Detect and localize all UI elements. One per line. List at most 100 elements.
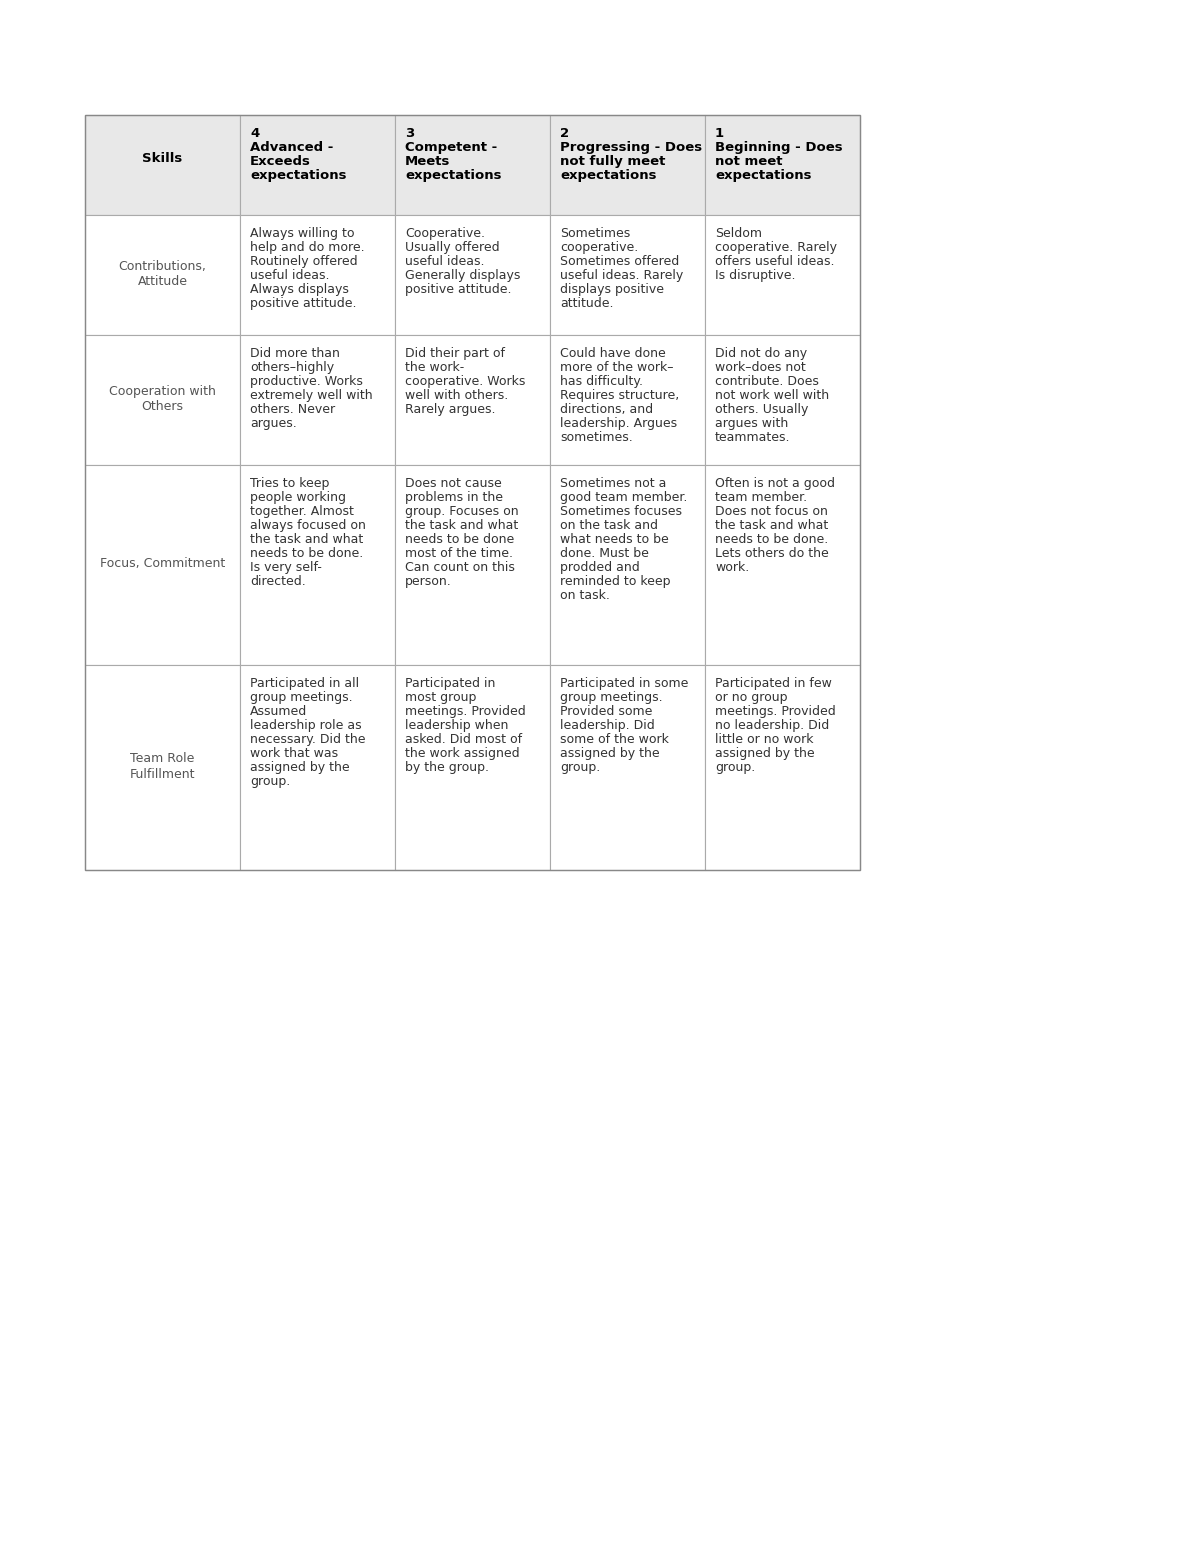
Text: Generally displays: Generally displays [406,269,521,283]
Text: Meets: Meets [406,155,450,168]
Text: directed.: directed. [250,575,306,589]
Text: Is very self-: Is very self- [250,561,322,575]
Text: Usually offered: Usually offered [406,241,499,255]
Text: Provided some: Provided some [560,705,653,717]
Text: directions, and: directions, and [560,402,653,416]
Text: Could have done: Could have done [560,346,666,360]
Bar [240,665,395,870]
Text: useful ideas. Rarely: useful ideas. Rarely [560,269,683,283]
Text: well with others.: well with others. [406,388,509,402]
Text: Is disruptive.: Is disruptive. [715,269,796,283]
Text: group.: group. [250,775,290,787]
Text: group. Focuses on: group. Focuses on [406,505,518,519]
Text: has difficulty.: has difficulty. [560,374,643,388]
Text: Does not focus on: Does not focus on [715,505,828,519]
Text: Can count on this: Can count on this [406,561,515,575]
Bar [550,335,706,464]
Text: expectations: expectations [250,169,347,182]
Text: Rarely argues.: Rarely argues. [406,402,496,416]
Text: Requires structure,: Requires structure, [560,388,679,402]
Bar [240,115,395,214]
Text: needs to be done.: needs to be done. [250,547,364,561]
Text: Contributions,: Contributions, [119,259,206,273]
Text: together. Almost: together. Almost [250,505,354,519]
Text: asked. Did most of: asked. Did most of [406,733,522,745]
Bar [706,335,860,464]
Bar [85,464,240,665]
Bar [395,335,550,464]
Text: positive attitude.: positive attitude. [250,297,356,311]
Text: Participated in: Participated in [406,677,496,690]
Text: useful ideas.: useful ideas. [406,255,485,269]
Bar [395,464,550,665]
Text: Sometimes not a: Sometimes not a [560,477,666,491]
Text: useful ideas.: useful ideas. [250,269,330,283]
Text: no leadership. Did: no leadership. Did [715,719,829,731]
Text: expectations: expectations [560,169,656,182]
Text: Participated in some: Participated in some [560,677,689,690]
Text: Tries to keep: Tries to keep [250,477,329,491]
Text: 1: 1 [715,127,724,140]
Text: productive. Works: productive. Works [250,374,362,388]
Text: Fulfillment: Fulfillment [130,767,196,781]
Text: Skills: Skills [143,152,182,166]
Text: Does not cause: Does not cause [406,477,502,491]
Text: argues with: argues with [715,418,788,430]
Text: extremely well with: extremely well with [250,388,373,402]
Bar [85,335,240,464]
Text: Beginning - Does: Beginning - Does [715,141,842,154]
Bar [550,464,706,665]
Text: done. Must be: done. Must be [560,547,649,561]
Text: Assumed: Assumed [250,705,307,717]
Text: Team Role: Team Role [131,753,194,766]
Text: Focus, Commitment: Focus, Commitment [100,558,226,570]
Text: group meetings.: group meetings. [560,691,662,704]
Text: the work assigned: the work assigned [406,747,520,759]
Text: Did not do any: Did not do any [715,346,808,360]
Text: by the group.: by the group. [406,761,490,773]
Text: leadership role as: leadership role as [250,719,361,731]
Bar [85,214,240,335]
Bar [395,665,550,870]
Text: Cooperation with: Cooperation with [109,385,216,398]
Text: Always willing to: Always willing to [250,227,354,241]
Bar [706,214,860,335]
Text: good team member.: good team member. [560,491,688,505]
Text: positive attitude.: positive attitude. [406,283,511,297]
Text: Lets others do the: Lets others do the [715,547,829,561]
Text: Sometimes: Sometimes [560,227,630,241]
Text: group meetings.: group meetings. [250,691,353,704]
Text: work–does not: work–does not [715,360,805,374]
Text: cooperative.: cooperative. [560,241,638,255]
Text: assigned by the: assigned by the [715,747,815,759]
Text: cooperative. Works: cooperative. Works [406,374,526,388]
Text: Seldom: Seldom [715,227,762,241]
Text: necessary. Did the: necessary. Did the [250,733,366,745]
Text: Did more than: Did more than [250,346,340,360]
Text: others–highly: others–highly [250,360,334,374]
Bar [240,214,395,335]
Text: team member.: team member. [715,491,808,505]
Text: leadership when: leadership when [406,719,509,731]
Text: not fully meet: not fully meet [560,155,665,168]
Text: Sometimes offered: Sometimes offered [560,255,679,269]
Bar [240,335,395,464]
Text: 4: 4 [250,127,259,140]
Text: needs to be done: needs to be done [406,533,515,547]
Text: Participated in few: Participated in few [715,677,832,690]
Text: group.: group. [715,761,755,773]
Bar [550,115,706,214]
Text: Attitude: Attitude [138,275,187,287]
Bar [395,115,550,214]
Text: Advanced -: Advanced - [250,141,334,154]
Text: most group: most group [406,691,476,704]
Bar [550,665,706,870]
Text: expectations: expectations [715,169,811,182]
Text: Exceeds: Exceeds [250,155,311,168]
Text: Sometimes focuses: Sometimes focuses [560,505,682,519]
Text: reminded to keep: reminded to keep [560,575,671,589]
Text: Cooperative.: Cooperative. [406,227,485,241]
Text: meetings. Provided: meetings. Provided [715,705,835,717]
Text: assigned by the: assigned by the [560,747,660,759]
Text: not work well with: not work well with [715,388,829,402]
